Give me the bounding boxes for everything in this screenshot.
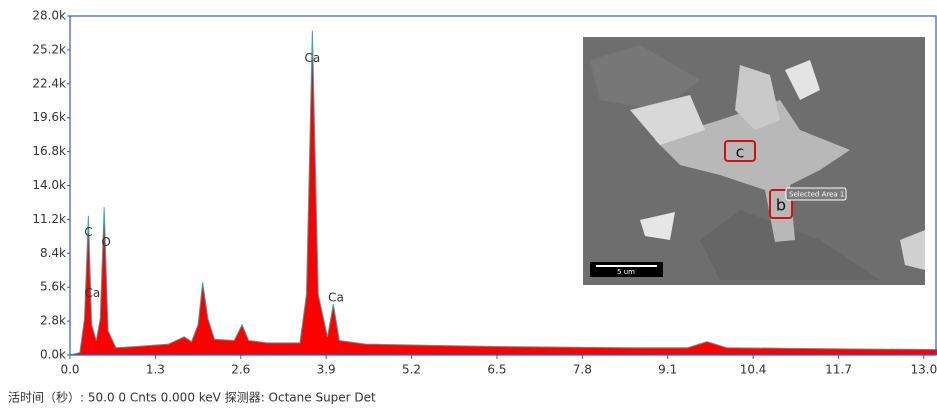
- callout-box: [785, 187, 847, 201]
- area-box: [769, 189, 793, 219]
- y-tick-label: 5.6k: [40, 280, 66, 294]
- area-label: b: [776, 196, 786, 215]
- callout: Selected Area 1: [789, 191, 844, 199]
- x-tick-label: 10.4: [740, 363, 767, 377]
- sem-inset: c b Selected Area 1 5 um: [583, 37, 925, 285]
- crystal: [655, 100, 850, 242]
- crystal: [630, 95, 705, 145]
- y-tick-label: 0.0k: [40, 348, 66, 362]
- x-tick-label: 1.3: [146, 363, 165, 377]
- scale-bar-label: 5 um: [617, 268, 635, 276]
- crystal: [735, 65, 780, 130]
- x-tick-label: 9.1: [658, 363, 677, 377]
- y-tick-label: 2.8k: [40, 314, 66, 328]
- x-tick-label: 6.5: [487, 363, 506, 377]
- x-tick-label: 3.9: [317, 363, 336, 377]
- y-tick-label: 8.4k: [40, 246, 66, 260]
- crystal: [900, 230, 925, 270]
- spectrum-outline: [69, 30, 937, 356]
- peak-label: Ca: [304, 51, 320, 65]
- peak-label: O: [101, 235, 110, 249]
- area-label: c: [736, 143, 745, 162]
- y-tick-label: 16.8k: [32, 144, 66, 158]
- plot-frame: [69, 15, 937, 356]
- x-tick-label: 2.6: [231, 363, 250, 377]
- peak-label: Ca: [328, 291, 344, 305]
- crystal: [640, 212, 675, 240]
- x-tick-label: 5.2: [402, 363, 421, 377]
- crystal: [785, 60, 820, 100]
- texture: [700, 210, 880, 280]
- y-tick-label: 28.0k: [32, 9, 66, 23]
- area-box: [724, 140, 756, 162]
- footer: 活时间（秒）: 50.0 0 Cnts 0.000 keV 探测器: Octan…: [8, 391, 376, 405]
- y-tick-label: 11.2k: [32, 212, 66, 226]
- peak-label: Ca: [84, 286, 100, 300]
- x-tick-label: 13.0: [911, 363, 937, 377]
- peak-label: C: [84, 225, 92, 239]
- texture: [590, 45, 700, 110]
- x-tick-label: 0.0: [60, 363, 79, 377]
- y-tick-label: 25.2k: [32, 42, 66, 56]
- y-tick-label: 19.6k: [32, 110, 66, 124]
- y-tick-label: 22.4k: [32, 76, 66, 90]
- y-tick-label: 14.0k: [32, 178, 66, 192]
- x-tick-label: 7.8: [573, 363, 592, 377]
- x-tick-label: 11.7: [825, 363, 852, 377]
